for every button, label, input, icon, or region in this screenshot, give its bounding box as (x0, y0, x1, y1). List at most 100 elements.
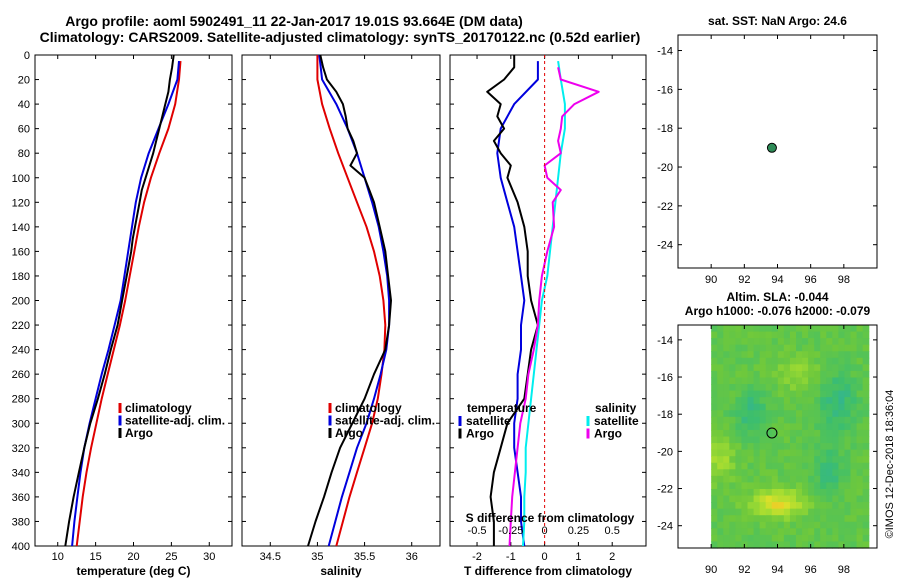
sla-heatmap-cell (826, 436, 833, 444)
sla-heatmap-cell (808, 456, 815, 464)
salinity-diff-tick-label: -0.5 (468, 525, 487, 537)
sla-heatmap-cell (796, 410, 803, 418)
sla-heatmap-cell (802, 495, 809, 503)
sla-heatmap-cell (796, 462, 803, 470)
sla-heatmap-cell (832, 495, 840, 503)
sla-heatmap-cell (747, 475, 755, 484)
sla-heatmap-cell (856, 397, 864, 405)
sla-heatmap-cell (808, 469, 815, 477)
sla-heatmap-cell (844, 377, 852, 385)
sla-heatmap-cell (735, 443, 743, 451)
sla-heatmap-cell (850, 370, 858, 379)
sla-heatmap-cell (747, 370, 755, 379)
sla-heatmap-cell (777, 541, 785, 549)
sla-heatmap-cell (771, 410, 779, 418)
sla-heatmap-cell (796, 377, 803, 385)
sla-heatmap-cell (832, 325, 840, 333)
sla-heatmap-cell (777, 410, 785, 418)
depth-tick-label: 100 (12, 173, 30, 185)
sla-heatmap-cell (765, 462, 773, 470)
sla-heatmap-cell (850, 344, 858, 352)
sla-heatmap-cell (808, 338, 815, 346)
sla-heatmap-cell (783, 410, 791, 418)
sla-heatmap-cell (711, 397, 718, 405)
sla-heatmap-cell (814, 403, 821, 411)
depth-tick-label: 280 (12, 394, 30, 406)
sla-heatmap-cell (771, 528, 779, 536)
sla-heatmap-cell (765, 403, 773, 411)
sla-heatmap-cell (783, 521, 791, 529)
sla-heatmap-cell (850, 495, 858, 503)
sla-heatmap-cell (856, 541, 864, 549)
sla-heatmap-cell (747, 423, 755, 431)
sla-heatmap-cell (723, 456, 730, 464)
differences-xlabel: T difference from climatology (464, 564, 632, 578)
sla-heatmap-cell (723, 344, 730, 352)
sla-heatmap-cell (838, 488, 846, 497)
sla-heatmap-cell (832, 370, 840, 379)
sla-heatmap-cell (741, 390, 749, 398)
sla-heatmap-cell (723, 534, 730, 543)
sla-heatmap-cell (844, 475, 852, 484)
sla-heatmap-cell (826, 410, 833, 418)
sla-heatmap-cell (856, 488, 864, 497)
sla-heatmap-cell (759, 338, 767, 346)
sla-heatmap-cell (783, 469, 791, 477)
sla-heatmap-cell (753, 338, 761, 346)
sla-heatmap-cell (832, 482, 840, 490)
sla-heatmap-cell (814, 416, 821, 424)
sla-heatmap-cell (771, 344, 779, 352)
sla-heatmap-cell (814, 338, 821, 346)
sla-heatmap-cell (741, 344, 749, 352)
sla-heatmap-cell (796, 436, 803, 444)
salinity-panel: 34.5 35 35.5 36 salinity climatologysatellite… (241, 54, 441, 578)
sla-heatmap-cell (808, 449, 815, 457)
sla-heatmap-cell (802, 370, 809, 379)
sla-heatmap-cell (796, 370, 803, 379)
sla-heatmap-cell (814, 357, 821, 365)
sla-heatmap-cell (747, 443, 755, 451)
sla-heatmap-cell (753, 429, 761, 438)
sla-heatmap-cell (717, 370, 724, 379)
sla-heatmap-cell (771, 331, 779, 339)
sla-heatmap-cell (796, 515, 803, 523)
sla-heatmap-cell (850, 521, 858, 529)
sla-heatmap-cell (741, 377, 749, 385)
sla-heatmap-cell (771, 469, 779, 477)
sla-heatmap-cell (796, 416, 803, 424)
sla-heatmap-cell (856, 370, 864, 379)
sla-heatmap-cell (856, 508, 864, 516)
sla-heatmap-cell (802, 508, 809, 516)
sla-heatmap-cell (729, 370, 736, 379)
sla-heatmap-cell (820, 488, 827, 497)
sla-heatmap-cell (729, 436, 736, 444)
sla-heatmap-cell (753, 449, 761, 457)
sla-heatmap-cell (747, 436, 755, 444)
sla-heatmap-cell (844, 410, 852, 418)
sla-heatmap-cell (820, 456, 827, 464)
sla-heatmap-cell (850, 377, 858, 385)
sla-heatmap-cell (862, 390, 870, 398)
sla-heatmap-cell (820, 449, 827, 457)
temperature-xlabel: temperature (deg C) (76, 564, 190, 578)
sla-heatmap-cell (783, 443, 791, 451)
sla-heatmap-cell (777, 521, 785, 529)
sla-heatmap-cell (844, 325, 852, 333)
sla-heatmap-cell (729, 469, 736, 477)
sla-heatmap-cell (759, 370, 767, 379)
sla-heatmap-cell (753, 331, 761, 339)
sla-heatmap-cell (759, 456, 767, 464)
sla-heatmap-cell (802, 338, 809, 346)
depth-tick-label: 300 (12, 418, 30, 430)
sla-heatmap-cell (783, 403, 791, 411)
sla-heatmap-cell (796, 449, 803, 457)
sla-heatmap-cell (820, 508, 827, 516)
sla-heatmap-cell (820, 390, 827, 398)
sla-heatmap-cell (814, 449, 821, 457)
sla-heatmap-cell (765, 370, 773, 379)
sla-map-xtick-label: 92 (738, 564, 750, 576)
sla-heatmap-cell (832, 528, 840, 536)
sla-heatmap-cell (802, 488, 809, 497)
sla-heatmap-cell (771, 436, 779, 444)
sla-heatmap-cell (711, 515, 718, 523)
